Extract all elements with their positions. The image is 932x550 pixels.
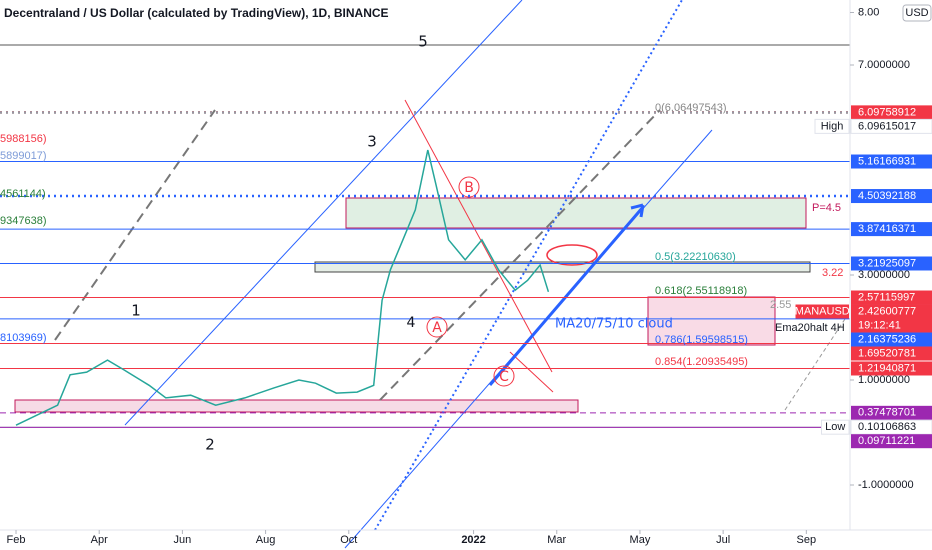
axes: Feb Apr Jun Aug Oct 2022 Mar May Jul Sep 8.00 7.000…: [7, 6, 932, 546]
cut-label: 9347638): [0, 215, 47, 227]
price-label: 3.21925097: [858, 257, 916, 269]
cut-label: 8103969): [0, 332, 47, 344]
wave-label: 3: [367, 133, 377, 151]
x-tick-label: Aug: [256, 534, 276, 546]
x-tick-label: Mar: [547, 534, 566, 546]
cut-label: 5899017): [0, 150, 47, 162]
note: MA20/75/10 cloud: [555, 317, 673, 332]
note: Ema20halt 4H: [775, 322, 845, 334]
zone: [647, 296, 776, 346]
wave-label: C: [499, 369, 509, 385]
fib-label: 0.618(2.55118918): [655, 285, 747, 297]
x-tick-label: 2022: [461, 534, 485, 546]
chart-title: Decentraland / US Dollar (calculated by …: [4, 6, 389, 20]
annotations: 5 3 B 4 A 1 2 C MA20/75/10 cloud 0(6.064…: [0, 33, 845, 454]
note: 2.55: [770, 299, 791, 311]
price-label: 0.09711221: [858, 435, 915, 447]
circle: [493, 365, 515, 387]
price-label: 0.37478701: [858, 407, 916, 419]
wave-label: 4: [407, 315, 416, 331]
price-label: 4.50392188: [858, 190, 916, 202]
currency: USD: [905, 7, 928, 19]
price-label-box: [851, 361, 932, 376]
x-tick-label: Oct: [340, 534, 357, 546]
price-axis: [850, 0, 932, 550]
fib-label: 0.5(3.22210630): [655, 251, 736, 263]
price-tag-box: [814, 118, 850, 134]
x-tick-label: Sep: [797, 534, 817, 546]
currency-badge: [902, 4, 932, 22]
wave-label: 1: [131, 302, 141, 320]
y-tick-label: 8.00: [858, 6, 879, 18]
cut-label: 5988156): [0, 133, 47, 145]
price-label: 2.57115997: [858, 291, 915, 303]
price-label-box: [851, 346, 932, 361]
price-tag: Low: [825, 421, 845, 433]
price-label: 3.87416371: [858, 223, 916, 235]
wave-label: 2: [205, 436, 215, 454]
trend-line: [404, 99, 553, 373]
price-tag-box: [821, 419, 850, 435]
zone: [345, 197, 807, 229]
channel-line: [374, 0, 683, 531]
note: 3.22: [822, 267, 843, 279]
x-tick-label: May: [630, 534, 651, 546]
price-tag: High: [821, 120, 844, 132]
price-label-box: [851, 105, 932, 120]
x-tick-label: Jun: [174, 534, 192, 546]
price-line: [15, 149, 550, 426]
x-tick-label: Feb: [7, 534, 26, 546]
price-label-box: [851, 332, 932, 347]
price-label: 6.09758912: [858, 106, 916, 118]
x-tick-label: Jul: [716, 534, 730, 546]
price-label: 1.21940871: [858, 362, 916, 374]
y-tick-label: -1.0000000: [858, 479, 914, 491]
price-label: 1.69520781: [858, 347, 916, 359]
trend-line: [509, 351, 554, 393]
countdown: 19:12:41: [858, 319, 901, 331]
arrow-head: [630, 203, 645, 218]
fib-label: 0(6.06497543): [655, 102, 727, 114]
y-tick-label: 1.0000000: [858, 374, 910, 386]
price-tag: MANAUSD: [795, 305, 850, 317]
fib-label: 0.854(1.20935495): [655, 356, 748, 368]
fib-label: 0.786(1.59598515): [655, 334, 748, 346]
price-label-box: [851, 256, 932, 271]
plot: [15, 149, 550, 426]
price-label-box: [851, 304, 932, 333]
y-tick-label: 7.0000000: [858, 59, 910, 71]
price-label: 2.42600777: [858, 305, 916, 317]
wave-label: B: [464, 180, 474, 196]
price-label-box: [850, 118, 932, 134]
price-label: 6.09615017: [858, 120, 916, 132]
price-label: 0.10106863: [858, 421, 916, 433]
price-label-box: [851, 154, 932, 169]
price-label-box: [851, 434, 932, 449]
price-label: 5.16166931: [858, 155, 916, 167]
zone: [314, 261, 811, 273]
x-tick-label: Apr: [91, 534, 108, 546]
wave-label: A: [432, 320, 442, 336]
price-label-box: [851, 222, 932, 237]
price-label: 2.16375236: [858, 333, 916, 345]
arrow: [488, 206, 645, 386]
price-tag-box: [795, 304, 849, 319]
price-label-box: [851, 290, 932, 305]
wave-label: 5: [418, 33, 428, 51]
y-tick-label: 3.0000000: [858, 269, 910, 281]
trend-line: [54, 109, 216, 341]
price-label-box: [851, 405, 932, 420]
zone: [14, 399, 579, 413]
channel-line: [124, 0, 523, 426]
ellipse: [546, 244, 598, 266]
note: P=4.5: [812, 202, 841, 214]
price-label-box: [851, 189, 932, 204]
trend-line: [379, 109, 661, 401]
cut-label: 4561144): [0, 188, 46, 200]
circle: [426, 316, 448, 338]
